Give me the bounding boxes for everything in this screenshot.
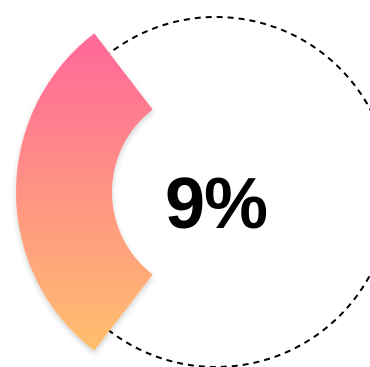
progress-percentage-label: 9% — [164, 164, 268, 244]
progress-arc — [16, 33, 153, 351]
